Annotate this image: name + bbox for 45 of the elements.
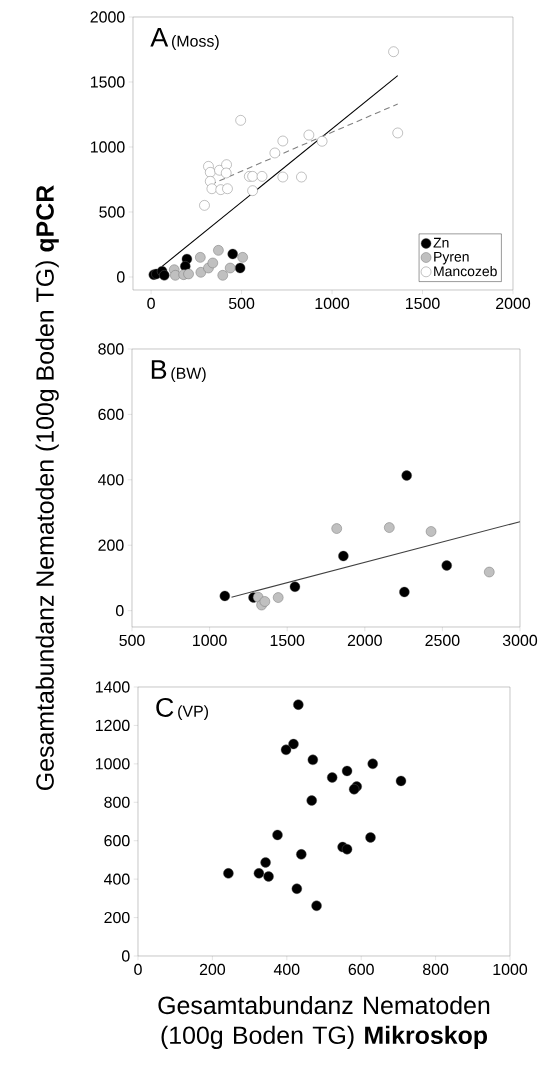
- x-tick-label: 0: [147, 297, 155, 310]
- y-tick-label: 1200: [95, 719, 130, 732]
- x-tick-label: 2000: [347, 634, 382, 647]
- y-tick-label: 800: [98, 343, 124, 355]
- y-tick-label: 1400: [95, 681, 130, 693]
- y-tick-label: 0: [121, 950, 130, 962]
- y-tick-label: 0: [115, 605, 124, 617]
- x-tick-label: 1000: [315, 297, 350, 310]
- y-tick-label: 0: [116, 271, 125, 283]
- legend-label: Mancozeb: [434, 266, 497, 277]
- y-axis-title: Gesamtabundanz Nematoden (100g Boden TG) qPCR: [35, 185, 59, 790]
- x-tick-label: 600: [348, 963, 374, 976]
- legend-label: Zn: [433, 237, 449, 248]
- y-tick-label: 400: [103, 873, 130, 885]
- text: (Moss): [171, 35, 219, 50]
- x-tick-label: 1500: [270, 634, 305, 647]
- y-tick-label: 2000: [90, 11, 125, 23]
- y-tick-label: 200: [98, 539, 124, 551]
- y-tick-label: 600: [98, 408, 124, 421]
- x-tick-label: 0: [134, 963, 142, 976]
- chart-title: B: [151, 360, 167, 379]
- y-tick-label: 500: [99, 206, 125, 218]
- x-tick-label: 3000: [502, 634, 538, 647]
- text: (BW): [171, 367, 206, 383]
- chart-title: A: [150, 28, 169, 47]
- y-tick-label: 800: [104, 796, 130, 808]
- y-tick-label: 600: [104, 835, 130, 847]
- y-tick-label: 200: [104, 911, 130, 924]
- y-tick-label: 400: [97, 474, 124, 486]
- text: (VP): [178, 705, 209, 721]
- legend-label: Pyren: [434, 251, 469, 265]
- y-tick-label: 1500: [90, 76, 125, 88]
- x-tick-label: 200: [199, 963, 226, 976]
- x-tick-label: 2000: [496, 297, 531, 310]
- x-tick-label: 1000: [193, 634, 227, 647]
- y-tick-label: 1000: [95, 758, 130, 770]
- x-tick-label: 2500: [425, 634, 460, 647]
- chart-title: C: [156, 697, 174, 717]
- x-tick-label: 1500: [406, 297, 440, 310]
- x-tick-label: 500: [228, 297, 255, 310]
- y-tick-label: 1000: [90, 141, 125, 153]
- x-tick-label: 1000: [493, 963, 528, 976]
- x-tick-label: 800: [422, 963, 449, 976]
- x-axis-title: Gesamtabundanz Nematoden (100g Boden TG) Mikroskop: [158, 995, 490, 1049]
- x-tick-label: 400: [273, 963, 300, 976]
